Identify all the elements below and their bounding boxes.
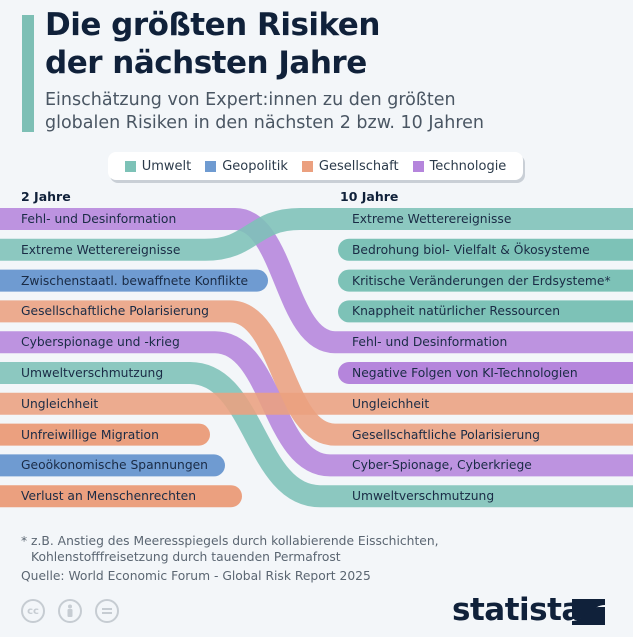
statista-logo-icon <box>572 599 605 625</box>
legend-swatch <box>301 160 313 172</box>
legend-item-umwelt: Umwelt <box>124 158 192 174</box>
left-rank-label: Ungleichheit <box>21 396 99 411</box>
right-rank-label: Gesellschaftliche Polarisierung <box>352 427 540 442</box>
subtitle: Einschätzung von Expert:innen zu den grö… <box>45 89 484 135</box>
flow-band-umwelt <box>0 362 633 508</box>
left-bar <box>0 423 211 446</box>
left-rank-label: Fehl- und Desinformation <box>21 212 177 226</box>
footnote-line-2: Kohlenstofffreisetzung durch tauenden Pe… <box>31 550 341 564</box>
statista-logo-text[interactable]: statista <box>452 592 582 628</box>
left-rank-label: Gesellschaftliche Polarisierung <box>21 304 209 319</box>
subtitle-line-1: Einschätzung von Expert:innen zu den grö… <box>45 90 456 110</box>
left-bar <box>0 454 225 477</box>
right-bar <box>338 300 633 323</box>
legend-item-geopolitik: Geopolitik <box>205 159 288 174</box>
cc-icon[interactable]: cc <box>21 599 45 623</box>
right-rank-label: Umweltverschmutzung <box>352 489 495 504</box>
right-rank-label: Kritische Veränderungen der Erdsysteme* <box>352 273 611 288</box>
flow-band-technologie <box>0 208 633 354</box>
title-line-1: Die größten Risiken <box>45 7 380 43</box>
left-rank-label: Cyberspionage und -krieg <box>21 335 180 350</box>
left-bar <box>0 485 242 508</box>
legend-label: Technologie <box>429 158 507 174</box>
right-rank-label: Ungleichheit <box>352 396 430 411</box>
legend-item-gesellschaft: Gesellschaft <box>301 158 399 174</box>
right-rank-label: Extreme Wetterereignisse <box>352 212 512 226</box>
left-rank-label: Extreme Wetterereignisse <box>21 242 181 257</box>
page-title: Die größten Risiken der nächsten Jahre <box>45 6 380 82</box>
no-derivatives-icon[interactable] <box>95 599 119 623</box>
left-bar <box>0 269 269 292</box>
title-accent-bar <box>22 15 34 132</box>
left-rank-label: Zwischenstaatl. bewaffnete Konflikte <box>21 273 249 288</box>
footnote-line-1: * z.B. Anstieg des Meeresspiegels durch … <box>21 534 439 548</box>
subtitle-line-2: globalen Risiken in den nächsten 2 bzw. … <box>45 113 484 133</box>
legend-item-technologie: Technologie <box>412 158 507 174</box>
source: Quelle: World Economic Forum - Global Ri… <box>21 569 371 583</box>
legend-label: Geopolitik <box>222 158 288 174</box>
right-column-header: 10 Jahre <box>340 189 399 204</box>
left-rank-label: Unfreiwillige Migration <box>21 427 159 442</box>
legend-label: Gesellschaft <box>318 158 399 174</box>
legend: Umwelt Geopolitik Gesellschaft Technolog… <box>108 152 523 180</box>
right-rank-label: Cyber-Spionage, Cyberkriege <box>352 458 532 473</box>
legend-swatch <box>205 160 217 172</box>
left-column-header: 2 Jahre <box>21 189 71 204</box>
flow-band-gesellschaft <box>0 300 633 446</box>
legend-swatch <box>412 160 424 172</box>
title-line-2: der nächsten Jahre <box>45 45 367 81</box>
left-rank-label: Geoökonomische Spannungen <box>21 458 208 473</box>
flow-band-umwelt <box>0 208 633 261</box>
right-bar <box>338 269 633 292</box>
attribution-icon[interactable] <box>58 599 82 623</box>
right-rank-label: Fehl- und Desinformation <box>352 335 508 350</box>
right-rank-label: Knappheit natürlicher Ressourcen <box>352 304 561 319</box>
right-bar <box>338 362 633 384</box>
legend-swatch <box>124 160 136 172</box>
right-rank-label: Bedrohung biol- Vielfalt & Ökosysteme <box>352 242 590 257</box>
left-rank-label: Verlust an Menschenrechten <box>21 489 197 504</box>
left-rank-label: Umweltverschmutzung <box>21 366 164 380</box>
right-bar <box>338 238 633 261</box>
legend-label: Umwelt <box>141 158 192 174</box>
right-rank-label: Negative Folgen von KI-Technologien <box>352 366 578 380</box>
